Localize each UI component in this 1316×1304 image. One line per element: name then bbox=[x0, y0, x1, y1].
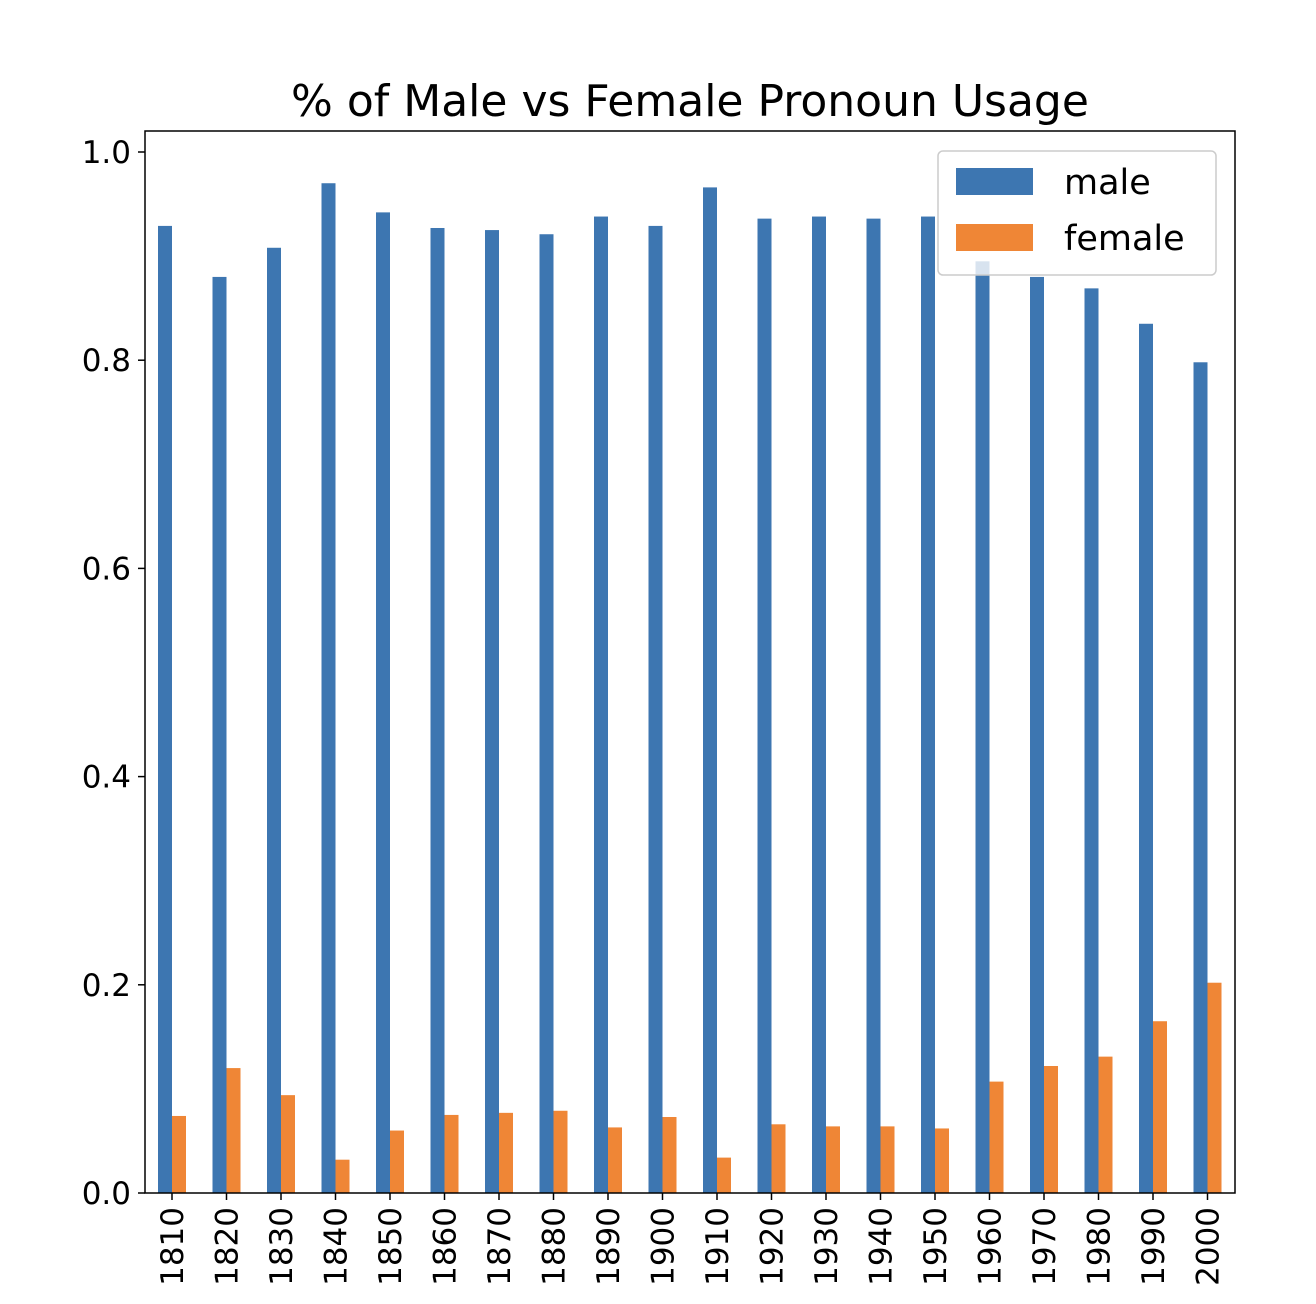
bar-female-1990 bbox=[1153, 1021, 1167, 1193]
legend: male female bbox=[937, 150, 1217, 276]
x-tick-label: 1810 bbox=[155, 1207, 191, 1286]
bar-female-1980 bbox=[1098, 1056, 1113, 1193]
x-tick-label: 1870 bbox=[482, 1207, 518, 1286]
bar-female-1870 bbox=[499, 1112, 513, 1193]
x-axis: 1810 1820 1830 1840 1850 1860 1870 1880 1890 1900… bbox=[155, 1193, 1227, 1286]
bar-female-1920 bbox=[771, 1124, 786, 1193]
x-tick-label: 1990 bbox=[1136, 1207, 1172, 1286]
x-tick-label: 1840 bbox=[319, 1207, 355, 1286]
bar-male-1980 bbox=[1084, 288, 1099, 1194]
x-tick-label: 2000 bbox=[1191, 1207, 1227, 1286]
y-axis: 0.0 0.2 0.4 0.6 0.8 1.0 bbox=[82, 135, 145, 1212]
bar-female-1940 bbox=[880, 1126, 895, 1193]
bar-male-2000 bbox=[1193, 362, 1208, 1194]
legend-swatch-male bbox=[956, 168, 1033, 195]
bar-male-1900 bbox=[648, 225, 663, 1193]
x-tick-label: 1940 bbox=[864, 1207, 900, 1286]
bar-female-1890 bbox=[608, 1127, 622, 1193]
bar-male-1860 bbox=[430, 227, 445, 1194]
legend-label-female: female bbox=[1064, 219, 1185, 259]
x-tick-label: 1860 bbox=[428, 1207, 464, 1286]
legend-label-male: male bbox=[1064, 163, 1151, 203]
y-tick-label: 0.8 bbox=[82, 343, 131, 379]
bar-male-1990 bbox=[1139, 323, 1153, 1193]
bar-female-1880 bbox=[553, 1110, 568, 1193]
bar-male-1940 bbox=[866, 218, 881, 1193]
bar-female-1810 bbox=[172, 1115, 186, 1193]
y-tick-label: 0.6 bbox=[82, 551, 131, 587]
bar-female-1820 bbox=[226, 1068, 241, 1193]
x-tick-label: 1960 bbox=[973, 1207, 1009, 1286]
bars-group bbox=[158, 183, 1222, 1194]
y-tick-label: 1.0 bbox=[82, 135, 131, 171]
bar-male-1820 bbox=[212, 276, 227, 1193]
bar-female-2000 bbox=[1207, 982, 1222, 1193]
x-tick-label: 1880 bbox=[537, 1207, 573, 1286]
bar-male-1830 bbox=[267, 247, 281, 1194]
bar-male-1840 bbox=[321, 183, 336, 1194]
chart-title: % of Male vs Female Pronoun Usage bbox=[291, 76, 1089, 127]
bar-female-1850 bbox=[390, 1130, 404, 1193]
legend-swatch-female bbox=[956, 224, 1033, 251]
x-tick-label: 1900 bbox=[646, 1207, 682, 1286]
x-tick-label: 1950 bbox=[918, 1207, 954, 1286]
x-tick-label: 1850 bbox=[373, 1207, 409, 1286]
bar-male-1850 bbox=[376, 212, 390, 1194]
bar-male-1960 bbox=[975, 261, 990, 1193]
bar-female-1930 bbox=[826, 1126, 840, 1193]
bar-male-1920 bbox=[757, 218, 772, 1193]
x-tick-label: 1920 bbox=[755, 1207, 791, 1286]
bar-female-1910 bbox=[717, 1157, 731, 1193]
bar-female-1970 bbox=[1044, 1065, 1058, 1193]
bar-male-1930 bbox=[812, 216, 826, 1194]
bar-male-1880 bbox=[539, 234, 554, 1193]
y-tick-label: 0.4 bbox=[82, 760, 131, 796]
plot-frame bbox=[144, 130, 1236, 1194]
bar-female-1840 bbox=[335, 1159, 350, 1193]
x-tick-label: 1890 bbox=[591, 1207, 627, 1286]
bar-female-1830 bbox=[281, 1095, 295, 1193]
x-tick-label: 1820 bbox=[210, 1207, 246, 1286]
x-tick-label: 1830 bbox=[264, 1207, 300, 1286]
bar-female-1950 bbox=[935, 1128, 949, 1193]
x-tick-label: 1970 bbox=[1027, 1207, 1063, 1286]
y-tick-label: 0.0 bbox=[82, 1176, 131, 1212]
bar-male-1810 bbox=[158, 225, 172, 1193]
x-tick-label: 1910 bbox=[700, 1207, 736, 1286]
bar-male-1870 bbox=[485, 230, 499, 1193]
bar-male-1970 bbox=[1030, 276, 1044, 1193]
bar-male-1890 bbox=[594, 216, 608, 1194]
x-tick-label: 1980 bbox=[1082, 1207, 1118, 1286]
y-tick-label: 0.2 bbox=[82, 968, 131, 1004]
bar-female-1860 bbox=[444, 1114, 459, 1193]
x-tick-label: 1930 bbox=[809, 1207, 845, 1286]
bar-female-1960 bbox=[989, 1081, 1004, 1193]
bar-male-1910 bbox=[703, 187, 717, 1194]
bar-male-1950 bbox=[921, 216, 935, 1194]
bar-female-1900 bbox=[662, 1117, 677, 1193]
